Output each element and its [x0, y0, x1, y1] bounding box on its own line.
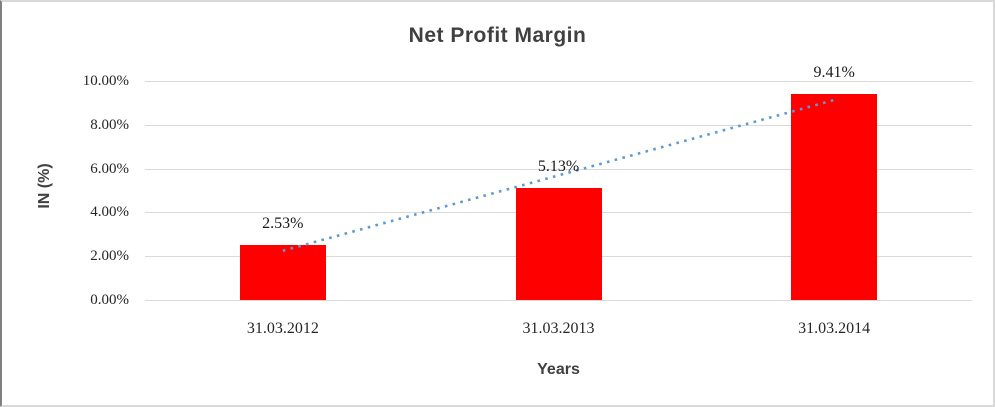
data-label: 5.13%	[537, 157, 580, 175]
x-axis-line	[145, 300, 972, 301]
bar-31.03.2014	[791, 93, 878, 300]
x-tick-label: 31.03.2012	[246, 320, 319, 337]
y-tick-label: 4.00%	[90, 204, 129, 221]
x-tick-label: 31.03.2013	[522, 320, 595, 337]
data-label: 9.41%	[813, 63, 855, 81]
data-label: 2.53%	[262, 214, 304, 232]
gridline	[145, 81, 972, 82]
y-tick-label: 2.00%	[90, 248, 129, 265]
gridline	[145, 124, 972, 126]
x-axis-title: Years	[537, 361, 580, 378]
bar-31.03.2012	[239, 244, 326, 300]
bar-31.03.2013	[515, 187, 602, 300]
y-tick-label: 8.00%	[90, 116, 129, 133]
plot-area	[145, 81, 972, 301]
chart-title: Net Profit Margin	[408, 24, 587, 47]
x-tick-label: 31.03.2014	[798, 320, 871, 337]
gridline	[145, 168, 972, 170]
y-tick-label: 6.00%	[90, 160, 129, 177]
y-tick-label: 10.00%	[82, 73, 129, 89]
trendline	[282, 98, 835, 252]
y-tick-label: 0.00%	[90, 292, 129, 308]
